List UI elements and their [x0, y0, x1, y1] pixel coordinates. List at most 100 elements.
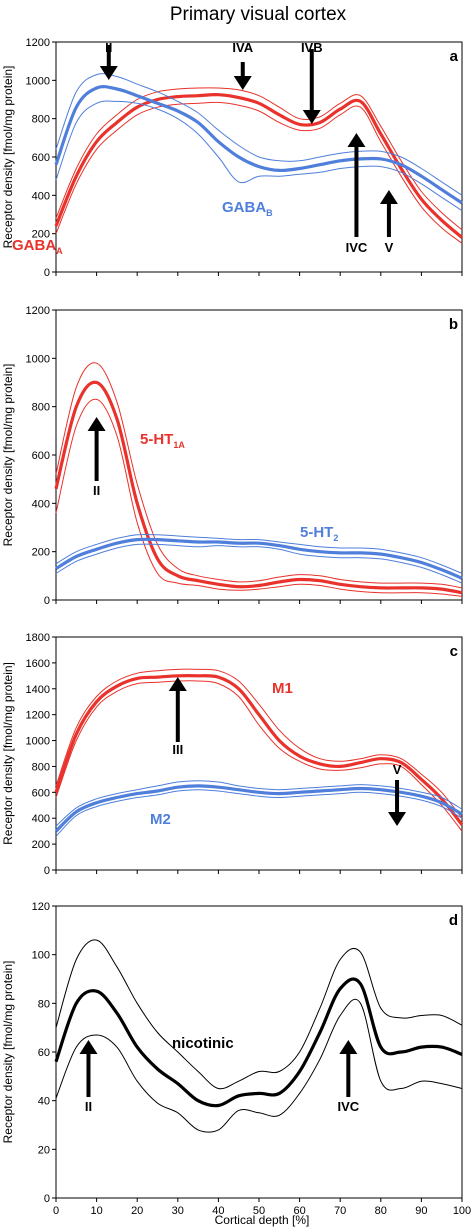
arrow-label: II — [105, 40, 112, 55]
x-tick-label: 0 — [53, 1205, 59, 1217]
y-tick-label: 20 — [38, 1144, 50, 1156]
series-upper-bound — [55, 362, 463, 589]
arrow-label: IVC — [346, 240, 368, 255]
y-tick-label: 600 — [32, 450, 50, 462]
arrow-head — [79, 1040, 98, 1054]
y-tick-label: 120 — [32, 901, 50, 913]
y-tick-label: 1000 — [26, 736, 50, 748]
y-tick-label: 400 — [32, 813, 50, 825]
series-lower-bound — [55, 100, 463, 212]
y-tick-label: 200 — [32, 839, 50, 851]
y-tick-label: 1600 — [26, 658, 50, 670]
arrow-head — [87, 417, 106, 431]
arrow-label: IVA — [232, 40, 253, 55]
arrow-head — [302, 110, 321, 124]
layer-arrow-ii: II — [87, 417, 106, 498]
series-mean-line — [54, 380, 463, 595]
y-axis-label: Receptor density [fmol/mg protein] — [1, 662, 15, 845]
y-tick-label: 60 — [38, 1047, 50, 1059]
figure-title: Primary visual cortex — [170, 4, 347, 25]
arrow-label: II — [93, 483, 100, 498]
series-lower-bound — [55, 398, 463, 597]
y-tick-label: 40 — [38, 1096, 50, 1108]
y-tick-label: 800 — [32, 114, 50, 126]
layer-arrow-iva: IVA — [232, 40, 254, 90]
series-gabaa: GABAA — [12, 87, 464, 256]
panel-label: c — [450, 643, 458, 660]
y-tick-label: 80 — [38, 998, 50, 1010]
y-tick-label: 1200 — [26, 305, 50, 317]
y-axis-label: Receptor density [fmol/mg protein] — [1, 66, 15, 249]
y-tick-label: 200 — [32, 229, 50, 241]
series-lower-bound — [55, 101, 463, 244]
arrow-label: V — [385, 240, 394, 255]
arrow-label: IVB — [301, 40, 323, 55]
series-5-ht1a: 5-HT1A — [54, 362, 463, 597]
x-tick-label: 60 — [293, 1205, 305, 1217]
y-tick-label: 1000 — [26, 75, 50, 87]
y-tick-label: 400 — [32, 498, 50, 510]
chart-panel-b: 0 200 400 600 800 1000 1200 Receptor density [f… — [1, 305, 463, 607]
chart-panel-a: 0 200 400 600 800 1000 1200 Receptor density [f… — [1, 37, 464, 279]
series-upper-bound — [55, 533, 463, 574]
series-label: M1 — [272, 680, 293, 697]
y-tick-label: 1200 — [26, 37, 50, 49]
y-tick-label: 1200 — [26, 710, 50, 722]
y-tick-label: 1800 — [26, 632, 50, 644]
series-5-ht2: 5-HT2 — [55, 524, 463, 584]
arrow-label: V — [393, 762, 402, 777]
arrow-head — [99, 66, 118, 80]
series-label: GABAB — [222, 199, 273, 218]
series-gabab: GABAB — [54, 73, 463, 218]
x-tick-label: 80 — [375, 1205, 387, 1217]
series-m1: M1 — [54, 668, 464, 832]
series-mean-line — [54, 674, 464, 826]
chart-panel-d: 0 20 40 60 80 100 120 0 10 20 30 40 50 60 70 80 90 100 Rec… — [1, 901, 471, 1217]
arrow-head — [347, 133, 366, 147]
x-tick-label: 70 — [334, 1205, 346, 1217]
x-tick-label: 20 — [131, 1205, 143, 1217]
series-mean-line — [54, 93, 464, 239]
series-nicotinic: nicotinic — [54, 939, 463, 1133]
y-tick-label: 600 — [32, 152, 50, 164]
layer-arrow-ii: II — [79, 1040, 98, 1114]
arrow-head — [233, 76, 252, 90]
series-lower-bound — [55, 680, 463, 832]
series-upper-bound — [55, 668, 463, 819]
series-mean-line — [54, 784, 463, 833]
layer-arrow-iii: III — [168, 677, 187, 757]
series-label: 5-HT2 — [300, 524, 338, 543]
series-m2: M2 — [54, 780, 463, 837]
arrow-head — [168, 677, 187, 691]
y-tick-label: 0 — [44, 595, 50, 607]
chart-panel-c: 0 200 400 600 800 1000 1200 1400 1600 1800 Recepto… — [1, 632, 464, 877]
arrow-label: III — [172, 742, 183, 757]
series-mean-line — [55, 537, 463, 580]
series-lower-bound — [55, 543, 463, 584]
y-tick-label: 800 — [32, 761, 50, 773]
series-upper-bound — [55, 73, 463, 196]
layer-arrow-ii: II — [99, 40, 118, 80]
arrow-head — [339, 1040, 358, 1054]
y-tick-label: 0 — [44, 1193, 50, 1205]
arrow-label: II — [85, 1099, 92, 1114]
x-tick-label: 100 — [453, 1205, 471, 1217]
y-tick-label: 0 — [44, 267, 50, 279]
series-label: 5-HT1A — [140, 431, 185, 450]
layer-arrow-ivc: IVC — [337, 1040, 360, 1114]
x-tick-label: 10 — [90, 1205, 102, 1217]
x-tick-label: 40 — [212, 1205, 224, 1217]
layer-arrow-ivc: IVC — [346, 133, 368, 255]
y-tick-label: 600 — [32, 787, 50, 799]
series-label: nicotinic — [172, 1035, 234, 1052]
x-tick-label: 50 — [253, 1205, 265, 1217]
y-axis-label: Receptor density [fmol/mg protein] — [1, 961, 15, 1144]
arrow-head — [388, 812, 407, 826]
x-axis-label: Cortical depth [%] — [215, 1213, 310, 1227]
series-label: M2 — [150, 811, 171, 828]
layer-arrow-v: V — [388, 762, 407, 826]
series-mean-line — [54, 977, 463, 1108]
y-tick-label: 200 — [32, 547, 50, 559]
